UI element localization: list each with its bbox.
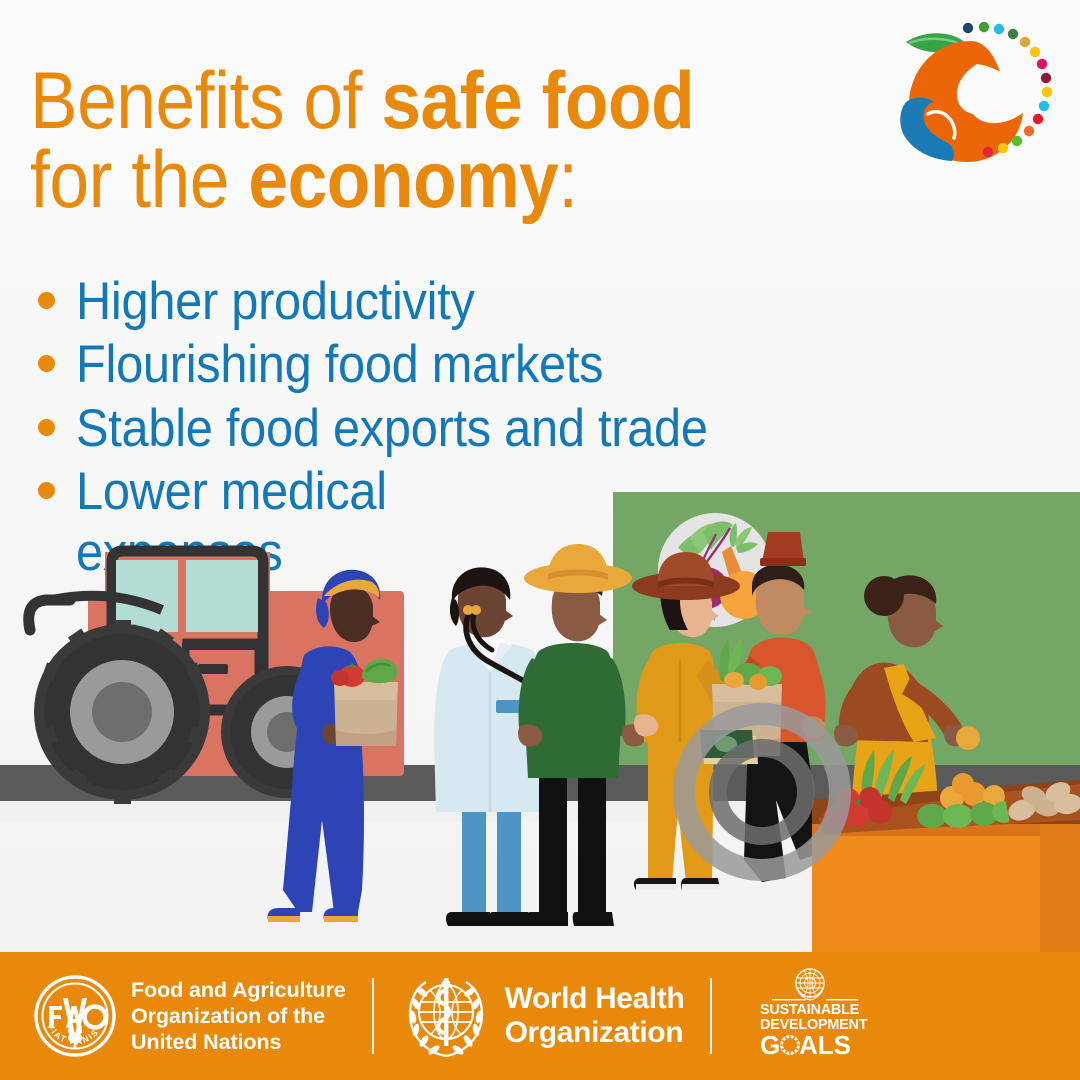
farmer-patient — [518, 544, 647, 926]
fao-emblem-icon: FIAT PANIS — [34, 975, 116, 1057]
list-item: Flourishing food markets — [30, 335, 860, 395]
title-line-1: Benefits of safe food — [30, 61, 743, 142]
benefits-list: Higher productivity Flourishing food mar… — [30, 272, 860, 586]
fao-line-3: United Nations — [131, 1030, 282, 1054]
title-line-1-bold: safe food — [381, 56, 695, 146]
footer-divider-2 — [710, 978, 713, 1054]
market-truck-wheel — [673, 703, 851, 881]
footer-logos-bar: FIAT PANIS Food and Agriculture Organiza… — [0, 952, 1080, 1080]
fao-line-1: Food and Agriculture — [131, 978, 346, 1002]
title-line-1-plain: Benefits of — [30, 56, 382, 146]
who-wordmark: World Health Organization — [505, 982, 685, 1049]
who-emblem-icon — [408, 978, 483, 1058]
sdg-emblem-icon: SUSTAINABLE DEVELOPMENT G ALS — [760, 967, 868, 1060]
who-logo: World Health Organization — [400, 970, 685, 1062]
woman-with-grocery-bag — [267, 569, 398, 922]
fao-logo: FIAT PANIS Food and Agriculture Organiza… — [33, 974, 346, 1058]
fao-line-2: Organization of the — [131, 1004, 325, 1028]
footer-divider-1 — [371, 978, 374, 1054]
title-line-2: for the economy: — [30, 139, 743, 220]
bullet-dot-icon — [38, 355, 55, 373]
crate-potatoes — [1008, 782, 1080, 821]
bullet-dot-icon — [38, 482, 55, 500]
sdg-line-1: SUSTAINABLE — [760, 1002, 860, 1018]
grocery-bag — [331, 658, 398, 746]
list-item: Higher productivity — [30, 272, 860, 332]
who-line-2: Organization — [504, 1016, 684, 1049]
list-item-label: Flourishing food markets — [76, 335, 604, 395]
list-item: Stable food exports and trade — [30, 399, 860, 459]
sustainable-development-goals-logo: SUSTAINABLE DEVELOPMENT G ALS — [736, 966, 870, 1067]
title-colon: : — [558, 134, 578, 225]
world-food-safety-day-logo — [876, 14, 1066, 174]
title-line-2-plain: for the — [30, 134, 249, 225]
title-line-2-bold: economy — [248, 134, 559, 225]
sdg-goals-als: ALS — [799, 1030, 851, 1060]
safe-food-economy-illustration — [0, 420, 1080, 955]
sdg-line-2: DEVELOPMENT — [760, 1017, 868, 1033]
fao-wordmark: Food and Agriculture Organization of the… — [131, 977, 346, 1055]
list-item-label: Stable food exports and trade — [76, 398, 708, 458]
list-item-label: Higher productivity — [76, 272, 475, 331]
who-line-1: World Health — [504, 982, 685, 1016]
market-stall — [812, 750, 1080, 955]
sdg-goals-g: G — [760, 1030, 780, 1060]
sdg-dot-arc — [962, 21, 1053, 158]
bullet-dot-icon — [38, 292, 55, 309]
doctor-with-stethoscope — [434, 567, 587, 926]
bullet-dot-icon — [38, 418, 55, 436]
page-title: Benefits of safe food for the economy: — [30, 61, 840, 221]
sdg-wheel-icon — [780, 1034, 801, 1055]
